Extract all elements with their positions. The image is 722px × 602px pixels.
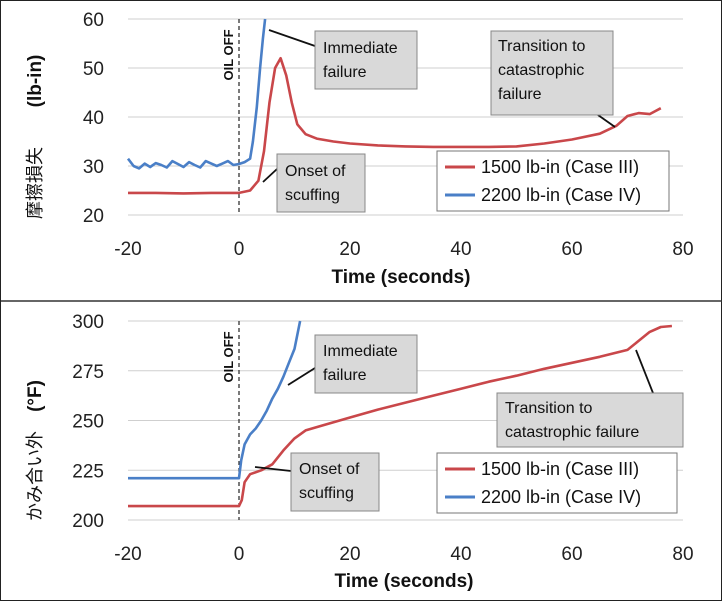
annotation-text: catastrophic <box>498 62 584 79</box>
annotation-box <box>496 392 684 448</box>
x-tick-label: 40 <box>450 239 471 260</box>
y-axis-label: かみ合い外 <box>25 431 46 521</box>
leader-line <box>268 29 316 47</box>
oil-off-label: OIL OFF <box>221 29 236 80</box>
x-tick-label: 60 <box>561 544 582 565</box>
series-line-case4 <box>128 320 302 480</box>
annotation-text: Transition to <box>505 400 593 417</box>
y-tick-label: 200 <box>72 511 104 532</box>
x-tick-label: -20 <box>114 544 141 565</box>
y-tick-label: 300 <box>72 312 104 333</box>
y-tick-label: 225 <box>72 461 104 482</box>
legend-label: 2200 lb-in (Case IV) <box>481 185 641 205</box>
x-tick-label: 80 <box>672 544 693 565</box>
oil-off-label: OIL OFF <box>221 331 236 382</box>
annotation-text: failure <box>323 367 367 384</box>
leader-line <box>254 466 292 472</box>
y-tick-label: 60 <box>83 10 104 31</box>
y-tick-label: 250 <box>72 412 104 433</box>
annotation-text: failure <box>498 86 542 103</box>
friction-chart: 20 30 40 50 60 -20 0 20 40 60 80 OIL OFF Time (se… <box>25 10 694 288</box>
x-tick-label: 0 <box>234 544 245 565</box>
leader-line <box>287 367 316 386</box>
annotation-text: Onset of <box>299 461 360 478</box>
x-tick-label: 40 <box>450 544 471 565</box>
legend-label: 2200 lb-in (Case IV) <box>481 487 641 507</box>
y-tick-label: 30 <box>83 157 104 178</box>
x-tick-label: 80 <box>672 239 693 260</box>
annotation-text: scuffing <box>299 485 354 502</box>
y-tick-label: 20 <box>83 206 104 227</box>
annotation-text: Transition to <box>498 38 586 55</box>
annotation-text: Immediate <box>323 40 398 57</box>
legend: 1500 lb-in (Case III) 2200 lb-in (Case I… <box>436 150 670 212</box>
y-axis-label: 摩擦損失 <box>25 147 46 219</box>
annotation-box <box>314 334 418 394</box>
legend-label: 1500 lb-in (Case III) <box>481 157 639 177</box>
annotation-box <box>490 30 614 116</box>
y-tick-label: 275 <box>72 362 104 383</box>
leader-line <box>635 349 654 394</box>
leader-line <box>597 114 616 128</box>
x-axis-label: Time (seconds) <box>331 267 470 288</box>
annotation-text: Onset of <box>285 163 346 180</box>
y-tick-label: 50 <box>83 59 104 80</box>
temperature-chart: 200 225 250 275 300 -20 0 20 40 60 80 OIL OFF Tim… <box>25 312 694 592</box>
annotation-text: failure <box>323 64 367 81</box>
annotation-text: scuffing <box>285 187 340 204</box>
legend: 1500 lb-in (Case III) 2200 lb-in (Case I… <box>436 452 678 514</box>
x-tick-label: 0 <box>234 239 245 260</box>
legend-box <box>436 452 678 514</box>
x-tick-label: 20 <box>339 239 360 260</box>
x-tick-label: 20 <box>339 544 360 565</box>
y-axis-unit: (lb-in) <box>25 55 46 108</box>
leader-line <box>262 168 278 183</box>
series-line-case4 <box>126 18 267 170</box>
annotation-text: Immediate <box>323 343 398 360</box>
x-tick-label: -20 <box>114 239 141 260</box>
y-axis-unit: (°F) <box>25 380 46 412</box>
annotation-text: catastrophic failure <box>505 424 639 441</box>
y-tick-label: 40 <box>83 108 104 129</box>
annotation-box <box>314 30 418 90</box>
annotation-box <box>276 153 366 213</box>
series-line-case3 <box>128 56 662 195</box>
legend-label: 1500 lb-in (Case III) <box>481 459 639 479</box>
series-line-case3 <box>128 324 673 508</box>
x-axis-label: Time (seconds) <box>334 571 473 592</box>
legend-box <box>436 150 670 212</box>
annotation-box <box>290 452 380 512</box>
x-tick-label: 60 <box>561 239 582 260</box>
